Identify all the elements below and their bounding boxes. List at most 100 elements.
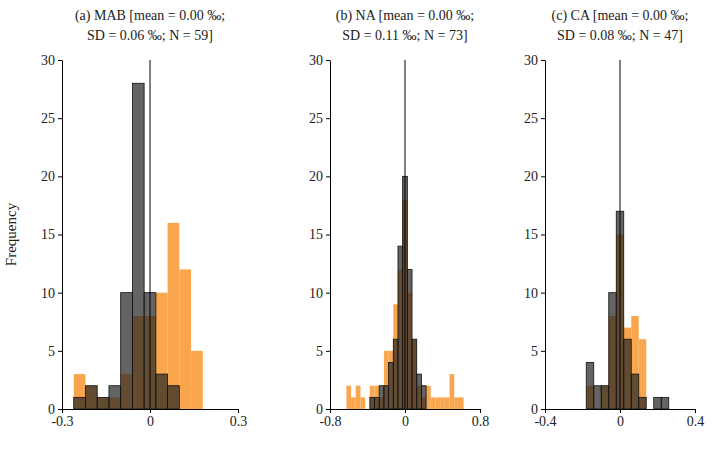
y-tick-label: 10 [41,286,55,301]
y-tick-mark [326,409,330,410]
y-tick-label: 15 [309,227,323,242]
histogram-bar [168,386,180,409]
histogram-bar [203,409,215,410]
histogram-bar [426,409,431,410]
plot-area [346,60,463,409]
histogram-bar [624,328,632,409]
histogram-bar [450,409,455,410]
x-tick-label: 0.4 [687,414,705,429]
y-tick-mark [326,351,330,352]
histogram-bar [342,409,347,410]
y-axis: 051015202530 [309,53,331,417]
x-tick: 0 [147,409,154,429]
panel: -0.400.4051015202530(c) CA [mean = 0.00 … [524,8,704,429]
histogram-bar [594,386,602,409]
x-axis: -0.300.3 [51,409,247,429]
y-tick: 30 [524,53,545,68]
y-tick-label: 10 [524,286,538,301]
y-tick-label: 0 [48,402,55,417]
histogram-bar [601,386,609,409]
histogram-bar [407,269,412,409]
histogram-bar [468,409,473,410]
histogram-bar [426,386,431,409]
histogram-bar [346,409,351,410]
x-tick-mark [238,409,239,413]
y-tick: 30 [309,53,330,68]
histogram-bar [97,397,109,409]
histogram-bar [370,397,375,409]
x-tick: 0 [402,409,409,429]
y-tick: 25 [309,111,330,126]
y-axis-line [330,61,331,410]
x-tick-mark [150,409,151,413]
y-tick: 10 [41,286,62,301]
histogram-bar [646,409,654,410]
histogram-bar [370,386,375,409]
y-tick-mark [326,293,330,294]
y-tick-mark [541,409,545,410]
histogram-bar [631,316,639,409]
y-tick: 5 [531,344,545,359]
histogram-bar [459,409,464,410]
y-tick: 25 [524,111,545,126]
y-tick: 20 [524,169,545,184]
histogram-series [370,176,426,409]
x-tick: 0.4 [687,409,705,429]
y-tick: 15 [41,227,62,242]
y-tick-mark [58,235,62,236]
histogram-bar [342,409,347,410]
x-tick-mark [405,409,406,413]
x-tick-label: 0 [402,414,409,429]
x-tick: 0.8 [472,409,490,429]
histogram-bar [121,293,133,409]
x-axis: -0.400.4 [534,409,704,429]
histogram-bar [179,409,191,410]
panel: -0.800.8051015202530(b) NA [mean = 0.00 … [309,8,489,429]
x-axis: -0.800.8 [319,409,489,429]
histogram-bar [191,409,203,410]
histogram-series [74,83,180,409]
panel-title: (a) MAB [mean = 0.00 ‰; [75,8,225,24]
y-tick: 25 [41,111,62,126]
x-tick-label: 0.8 [472,414,490,429]
y-tick-mark [541,176,545,177]
y-tick: 15 [524,227,545,242]
y-axis: 0 5 10 15 20 25 30 [41,53,63,417]
y-tick: 20 [309,169,330,184]
histogram-bar [440,409,445,410]
x-tick: 0.3 [230,409,248,429]
histogram-bar [435,397,440,409]
y-tick-mark [541,118,545,119]
y-tick: 15 [309,227,330,242]
histogram-bar [579,409,587,410]
histogram-bar [464,409,469,410]
y-tick: 10 [524,286,545,301]
figure: -0.300.3051015202530(a) MAB [mean = 0.00… [0,0,712,454]
x-tick-label: 0 [147,414,154,429]
y-tick: 30 [41,53,62,68]
histogram-bar [454,397,459,409]
plot-area [74,60,203,409]
reference-line [405,60,406,409]
y-tick-mark [541,351,545,352]
x-tick-mark [695,409,696,413]
x-tick-mark [62,409,63,413]
panel-title: SD = 0.11 ‰; N = 73] [342,28,467,43]
y-axis-title: Frequency [3,202,19,266]
y-tick-label: 20 [41,169,55,184]
histogram-bar [661,397,669,409]
histogram-bar [203,409,215,410]
histogram-bar [440,397,445,409]
y-tick: 10 [309,286,330,301]
y-tick-label: 20 [524,169,538,184]
histogram-bar [445,409,450,410]
histogram-bar [454,409,459,410]
histogram-bar [393,304,398,409]
histogram-bar [356,409,361,410]
histogram-bar [389,362,394,409]
histogram-bar [179,269,191,409]
y-tick: 5 [48,344,62,359]
histogram-bar [215,409,227,410]
histogram-bar [445,397,450,409]
histogram-bar [579,409,587,410]
